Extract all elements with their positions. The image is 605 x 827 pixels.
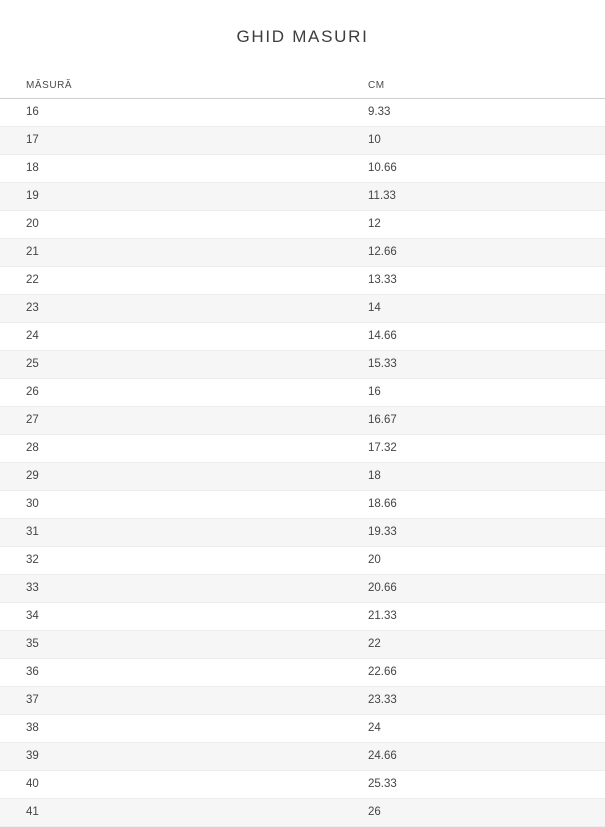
table-row: 30 18.66	[0, 490, 605, 519]
cell-measure: 39	[0, 742, 347, 771]
cell-cm: 26	[347, 798, 605, 827]
table-row: 24 14.66	[0, 322, 605, 351]
cell-measure: 19	[0, 182, 347, 211]
cell-cm: 12	[347, 210, 605, 239]
cell-measure: 38	[0, 714, 347, 743]
cell-measure: 41	[0, 798, 347, 827]
cell-cm: 11.33	[347, 182, 605, 211]
table-header: MĂSURĂ CM	[0, 80, 605, 99]
cell-cm: 22.66	[347, 658, 605, 687]
cell-cm: 16	[347, 378, 605, 407]
cell-cm: 18.66	[347, 490, 605, 519]
table-row: 39 24.66	[0, 742, 605, 771]
page-title: GHID MASURI	[236, 27, 369, 46]
cell-cm: 20	[347, 546, 605, 575]
cell-cm: 16.67	[347, 406, 605, 435]
table-row: 29 18	[0, 462, 605, 491]
cell-measure: 36	[0, 658, 347, 687]
table-row: 38 24	[0, 714, 605, 743]
cell-cm: 10.66	[347, 154, 605, 183]
table-row: 35 22	[0, 630, 605, 659]
table-row: 27 16.67	[0, 406, 605, 435]
cell-measure: 35	[0, 630, 347, 659]
cell-measure: 29	[0, 462, 347, 491]
cell-measure: 31	[0, 518, 347, 547]
table-row: 40 25.33	[0, 770, 605, 799]
cell-cm: 14.66	[347, 322, 605, 351]
cell-cm: 9.33	[347, 98, 605, 127]
table-row: 37 23.33	[0, 686, 605, 715]
cell-measure: 30	[0, 490, 347, 519]
cell-measure: 26	[0, 378, 347, 407]
cell-cm: 19.33	[347, 518, 605, 547]
table-row: 19 11.33	[0, 182, 605, 211]
cell-cm: 13.33	[347, 266, 605, 295]
cell-cm: 15.33	[347, 350, 605, 379]
cell-measure: 17	[0, 126, 347, 155]
table-row: 36 22.66	[0, 658, 605, 687]
cell-cm: 21.33	[347, 602, 605, 631]
cell-measure: 25	[0, 350, 347, 379]
table-row: 31 19.33	[0, 518, 605, 547]
table-row: 32 20	[0, 546, 605, 575]
cell-cm: 22	[347, 630, 605, 659]
cell-measure: 33	[0, 574, 347, 603]
cell-cm: 17.32	[347, 434, 605, 463]
cell-measure: 32	[0, 546, 347, 575]
table-row: 25 15.33	[0, 350, 605, 379]
table-row: 16 9.33	[0, 98, 605, 127]
table-row: 28 17.32	[0, 434, 605, 463]
cell-measure: 21	[0, 238, 347, 267]
cell-cm: 12.66	[347, 238, 605, 267]
cell-cm: 23.33	[347, 686, 605, 715]
cell-measure: 24	[0, 322, 347, 351]
table-row: 26 16	[0, 378, 605, 407]
size-guide-table: MĂSURĂ CM 16 9.33 17 10 18 10.66 19 11.33 20 12 21…	[0, 80, 605, 827]
table-row: 23 14	[0, 294, 605, 323]
cell-measure: 20	[0, 210, 347, 239]
column-header-cm: CM	[347, 80, 605, 99]
table-row: 33 20.66	[0, 574, 605, 603]
cell-cm: 20.66	[347, 574, 605, 603]
cell-measure: 27	[0, 406, 347, 435]
column-header-measure: MĂSURĂ	[0, 80, 347, 99]
table-row: 21 12.66	[0, 238, 605, 267]
cell-measure: 40	[0, 770, 347, 799]
table-row: 17 10	[0, 126, 605, 155]
cell-measure: 22	[0, 266, 347, 295]
cell-measure: 34	[0, 602, 347, 631]
table-header-row: MĂSURĂ CM	[0, 80, 605, 99]
table-row: 18 10.66	[0, 154, 605, 183]
cell-cm: 24.66	[347, 742, 605, 771]
table-body: 16 9.33 17 10 18 10.66 19 11.33 20 12 21 12.66 22 13.…	[0, 98, 605, 827]
cell-cm: 24	[347, 714, 605, 743]
cell-measure: 18	[0, 154, 347, 183]
cell-cm: 25.33	[347, 770, 605, 799]
table-row: 41 26	[0, 798, 605, 827]
cell-cm: 10	[347, 126, 605, 155]
table-row: 22 13.33	[0, 266, 605, 295]
table-row: 20 12	[0, 210, 605, 239]
cell-measure: 28	[0, 434, 347, 463]
cell-measure: 16	[0, 98, 347, 127]
table-row: 34 21.33	[0, 602, 605, 631]
cell-measure: 23	[0, 294, 347, 323]
cell-cm: 18	[347, 462, 605, 491]
cell-measure: 37	[0, 686, 347, 715]
cell-cm: 14	[347, 294, 605, 323]
